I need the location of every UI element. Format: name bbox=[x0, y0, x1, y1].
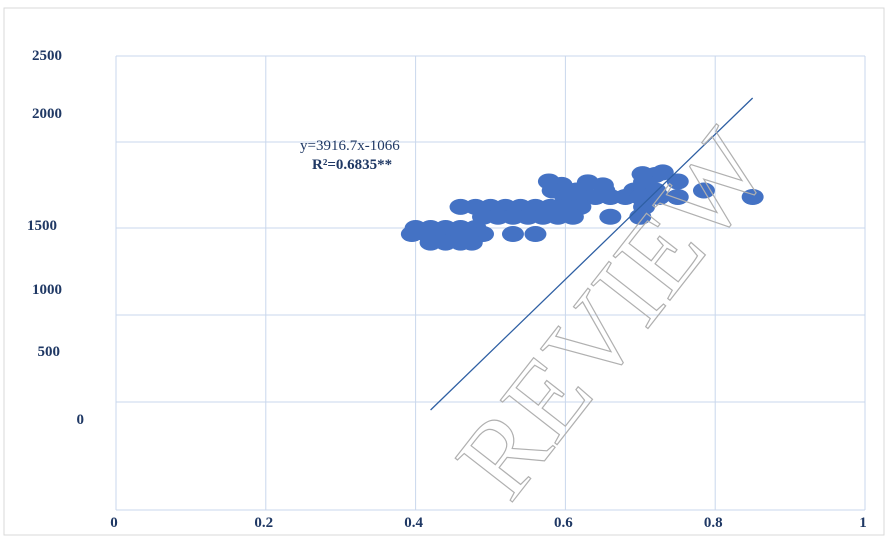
data-point bbox=[599, 208, 622, 225]
x-tick-label: 0.2 bbox=[254, 515, 273, 531]
y-axis-ticks: 2500 2000 1500 1000 500 0 bbox=[27, 48, 84, 428]
x-tick-label: 0 bbox=[110, 515, 118, 531]
data-point bbox=[524, 226, 547, 243]
data-points bbox=[400, 164, 764, 251]
y-tick-label: 0 bbox=[77, 412, 85, 428]
trendline bbox=[430, 97, 754, 411]
x-tick-label: 1 bbox=[859, 515, 867, 531]
chart-border bbox=[3, 7, 885, 536]
y-tick-label: 500 bbox=[38, 344, 61, 360]
data-point bbox=[666, 188, 689, 205]
x-tick-label: 0.4 bbox=[404, 515, 423, 531]
x-tick-label: 0.6 bbox=[554, 515, 573, 531]
trend-equation: y=3916.7x-1066 bbox=[300, 138, 400, 154]
r-squared-label: R²=0.6835** bbox=[312, 157, 392, 173]
gridlines bbox=[115, 55, 866, 511]
x-axis-ticks: 0 0.2 0.4 0.6 0.8 1 bbox=[110, 515, 867, 531]
data-point bbox=[666, 173, 689, 190]
y-tick-label: 1500 bbox=[27, 218, 57, 234]
data-point bbox=[692, 182, 715, 199]
data-point bbox=[460, 234, 483, 251]
data-point bbox=[501, 226, 524, 243]
data-point bbox=[648, 188, 671, 205]
y-tick-label: 1000 bbox=[32, 282, 62, 298]
data-point bbox=[741, 188, 764, 205]
y-tick-label: 2500 bbox=[32, 48, 62, 64]
x-tick-label: 0.8 bbox=[704, 515, 723, 531]
data-point bbox=[561, 208, 584, 225]
y-tick-label: 2000 bbox=[32, 106, 62, 122]
